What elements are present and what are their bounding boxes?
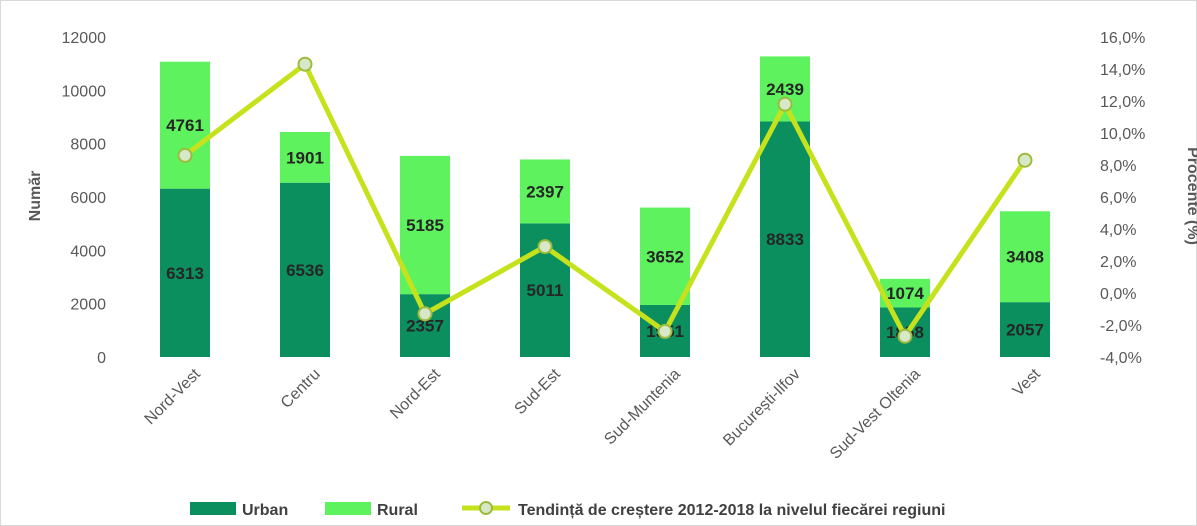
bar-urban-centru (280, 182, 330, 357)
data-label-rural: 2439 (766, 80, 804, 99)
data-label-rural: 2397 (526, 182, 564, 201)
right-tick-label: 2,0% (1100, 254, 1136, 271)
legend-label-urban: Urban (242, 502, 288, 519)
trend-line (183, 61, 1028, 339)
legend-label-rural: Rural (377, 502, 418, 519)
data-label-urban: 6313 (166, 264, 204, 283)
data-label-rural: 1074 (886, 284, 924, 303)
right-tick-label: 6,0% (1100, 190, 1136, 207)
category-label: Vest (1010, 365, 1044, 399)
right-tick-label: 14,0% (1100, 62, 1145, 79)
trend-point-vest (1017, 152, 1033, 168)
left-tick-label: 0 (97, 350, 106, 367)
right-axis-title: Procente (%) (1184, 147, 1197, 245)
category-label: Sud-Vest Oltenia (827, 366, 924, 463)
legend-marker-trend (479, 501, 493, 515)
data-label-rural: 5185 (406, 216, 444, 235)
left-tick-label: 10000 (62, 83, 107, 100)
bar-rural-sud-est (520, 159, 570, 224)
category-label: Sud-Muntenia (601, 366, 684, 449)
right-tick-label: 10,0% (1100, 126, 1145, 143)
data-label-urban: 2357 (406, 317, 444, 336)
bar-rural-sud-muntenia (640, 207, 690, 305)
data-label-urban: 8833 (766, 230, 804, 249)
trend-point-sud-vest-oltenia (897, 328, 913, 344)
trend-point-sud-muntenia (657, 323, 673, 339)
data-label-rural: 4761 (166, 116, 204, 135)
data-label-rural: 1901 (286, 148, 324, 167)
category-label: București-Ilfov (720, 366, 804, 450)
right-tick-label: -2,0% (1100, 318, 1142, 335)
data-label-urban: 5011 (527, 281, 564, 300)
data-label-urban: 2057 (1006, 321, 1044, 340)
right-tick-label: 8,0% (1100, 158, 1136, 175)
left-tick-label: 6000 (70, 190, 106, 207)
left-tick-label: 2000 (70, 297, 106, 314)
bar-rural-vest (1000, 211, 1050, 303)
data-label-rural: 3652 (646, 247, 684, 266)
bar-rural-nord-vest (160, 61, 210, 189)
legend-swatch-urban (190, 502, 236, 515)
bar-urban-nord-vest (160, 188, 210, 357)
category-label: Nord-Vest (142, 365, 205, 428)
legend: Urban Rural Tendință de creștere 2012-20… (190, 501, 945, 519)
left-tick-label: 12000 (62, 30, 107, 47)
data-label-rural: 3408 (1006, 248, 1044, 267)
category-label: Sud-Est (512, 365, 565, 418)
bar-urban-vest (1000, 302, 1050, 357)
right-tick-label: -4,0% (1100, 350, 1142, 367)
right-tick-label: 12,0% (1100, 94, 1145, 111)
left-tick-label: 4000 (70, 243, 106, 260)
legend-swatch-rural (325, 502, 371, 515)
left-axis-title: Număr (27, 171, 44, 222)
left-tick-label: 8000 (70, 137, 106, 154)
category-label: Nord-Est (387, 365, 444, 422)
data-label-urban: 6536 (286, 261, 324, 280)
trend-point-centru (297, 56, 313, 72)
trend-point-nord-vest (177, 147, 193, 163)
bar-rural-centru (280, 132, 330, 183)
bar-rural-nord-est (400, 155, 450, 295)
right-tick-label: 0,0% (1100, 286, 1136, 303)
right-tick-label: 16,0% (1100, 30, 1145, 47)
category-label: Centru (278, 366, 324, 412)
right-tick-label: 4,0% (1100, 222, 1136, 239)
trend-point-sud-est (537, 239, 553, 255)
legend-label-trend: Tendință de creștere 2012-2018 la nivelu… (518, 502, 945, 519)
trend-point-nord-est (417, 306, 433, 322)
bar-urban-bucuresti-ilfov (760, 121, 810, 357)
trend-point-bucuresti-ilfov (777, 96, 793, 112)
